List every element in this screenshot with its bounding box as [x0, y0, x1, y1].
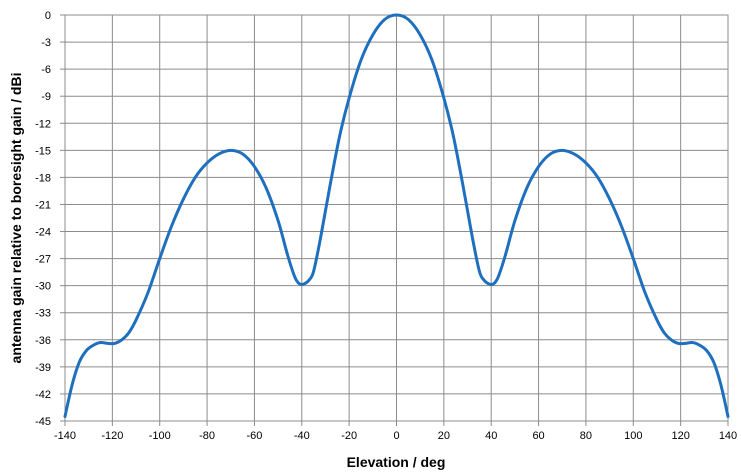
x-tick-label: 60 [532, 430, 544, 442]
x-tick-label: 100 [624, 430, 642, 442]
y-tick-label: -9 [41, 91, 51, 103]
y-tick-label: -18 [35, 172, 51, 184]
x-tick-label: 20 [438, 430, 450, 442]
y-tick-label: -27 [35, 254, 51, 266]
x-tick-label: -140 [54, 430, 76, 442]
x-tick-label: -60 [246, 430, 262, 442]
y-tick-label: -33 [35, 308, 51, 320]
x-tick-label: -100 [149, 430, 171, 442]
y-tick-label: -21 [35, 199, 51, 211]
y-tick-label: -30 [35, 281, 51, 293]
x-tick-labels: -140 -120 -100 -80 -60 -40 -20 0 20 40 60 80 100 120 1… [54, 430, 737, 442]
y-tick-label: -42 [35, 389, 51, 401]
y-tick-label: -3 [41, 37, 51, 49]
gain-series-line [63, 13, 730, 418]
x-axis-title: Elevation / deg [347, 454, 446, 470]
x-tick-label: -40 [294, 430, 310, 442]
x-tick-label: 140 [719, 430, 737, 442]
y-axis-title: antenna gain relative to boresight gain … [8, 73, 24, 364]
y-tick-label: -15 [35, 145, 51, 157]
y-tick-label: 0 [45, 10, 51, 22]
x-tick-label: -120 [101, 430, 123, 442]
y-tick-label: -36 [35, 335, 51, 347]
x-tick-label: 0 [393, 430, 399, 442]
y-tick-label: -24 [35, 227, 51, 239]
y-tick-label: -6 [41, 64, 51, 76]
y-tick-label: -39 [35, 362, 51, 374]
x-tick-label: -80 [199, 430, 215, 442]
x-tick-label: -20 [341, 430, 357, 442]
y-tick-label: -45 [35, 416, 51, 428]
x-tick-label: 80 [580, 430, 592, 442]
x-tick-label: 120 [671, 430, 689, 442]
gridlines [60, 14, 729, 426]
y-tick-label: -12 [35, 118, 51, 130]
x-tick-label: 40 [485, 430, 497, 442]
y-tick-labels: 0 -3 -6 -9 -12 -15 -18 -21 -24 -27 -30 -33 -36 -39 -42… [35, 10, 51, 428]
